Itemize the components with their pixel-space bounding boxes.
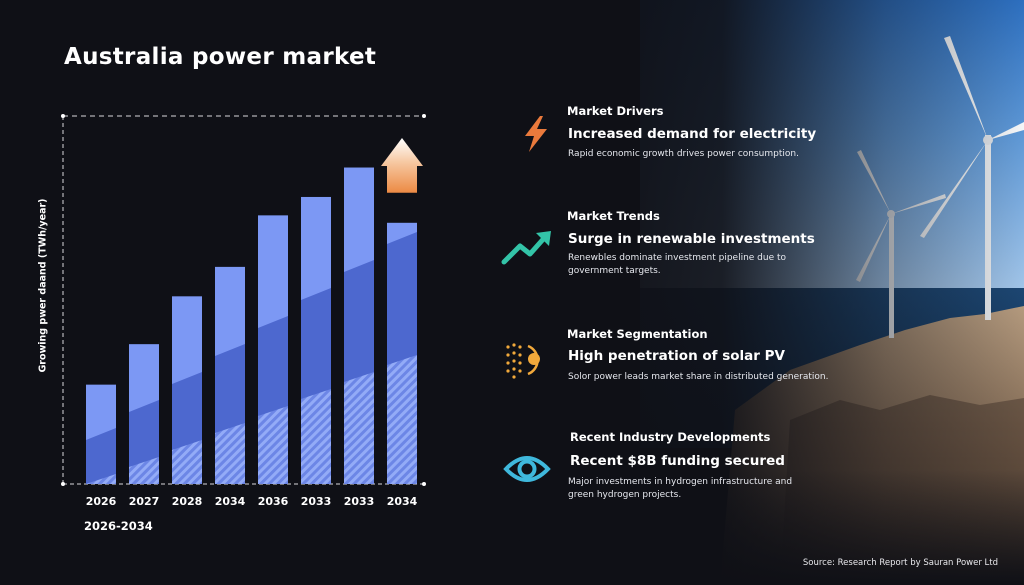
page-title: Australia power market [64, 44, 377, 70]
info-headline: Increased demand for electricity [568, 126, 817, 142]
x-tick-label: 2027 [129, 495, 160, 508]
bar [129, 344, 159, 484]
bar [215, 266, 245, 484]
y-axis-label: Growing pwer daand (TWh/year) [37, 198, 49, 373]
info-category: Recent Industry Developments [570, 430, 771, 444]
bar [387, 222, 417, 485]
info-description: Major investments in hydrogen infrastruc… [568, 477, 793, 500]
trend-up-arrow-icon [501, 231, 551, 265]
info-headline: Surge in renewable investments [568, 231, 815, 247]
info-description: Renewbles dominate investment pipeline d… [568, 253, 787, 276]
info-category: Market Drivers [567, 104, 664, 118]
x-tick-label: 2034 [215, 495, 246, 508]
info-headline: High penetration of solar PV [568, 348, 785, 364]
x-tick-label: 2034 [387, 495, 418, 508]
eye-icon [503, 456, 551, 482]
bar [258, 215, 288, 485]
x-tick-labels: 2026 2027 2028 2034 2036 2033 2033 2034 [86, 495, 418, 508]
bar-series [86, 138, 423, 485]
source-note: Source: Research Report by Sauran Power … [802, 558, 998, 568]
bar [172, 296, 202, 484]
lightning-icon [525, 116, 547, 152]
bar [86, 384, 116, 484]
info-category: Market Trends [567, 209, 660, 223]
x-tick-label: 2028 [172, 495, 203, 508]
x-tick-label: 2026 [86, 495, 117, 508]
x-tick-label: 2036 [258, 495, 289, 508]
info-description: Rapid economic growth drives power consu… [568, 149, 799, 159]
x-tick-label: 2033 [301, 495, 332, 508]
info-category: Market Segmentation [567, 327, 708, 341]
info-headline: Recent $8B funding secured [570, 453, 785, 469]
bar [301, 196, 331, 484]
info-description: Solor power leads market share in distri… [568, 372, 829, 382]
solar-segmentation-icon [506, 343, 540, 379]
x-tick-label: 2033 [344, 495, 375, 508]
bar [344, 167, 374, 484]
growth-arrow [381, 138, 423, 193]
period-label: 2026-2034 [84, 519, 153, 533]
